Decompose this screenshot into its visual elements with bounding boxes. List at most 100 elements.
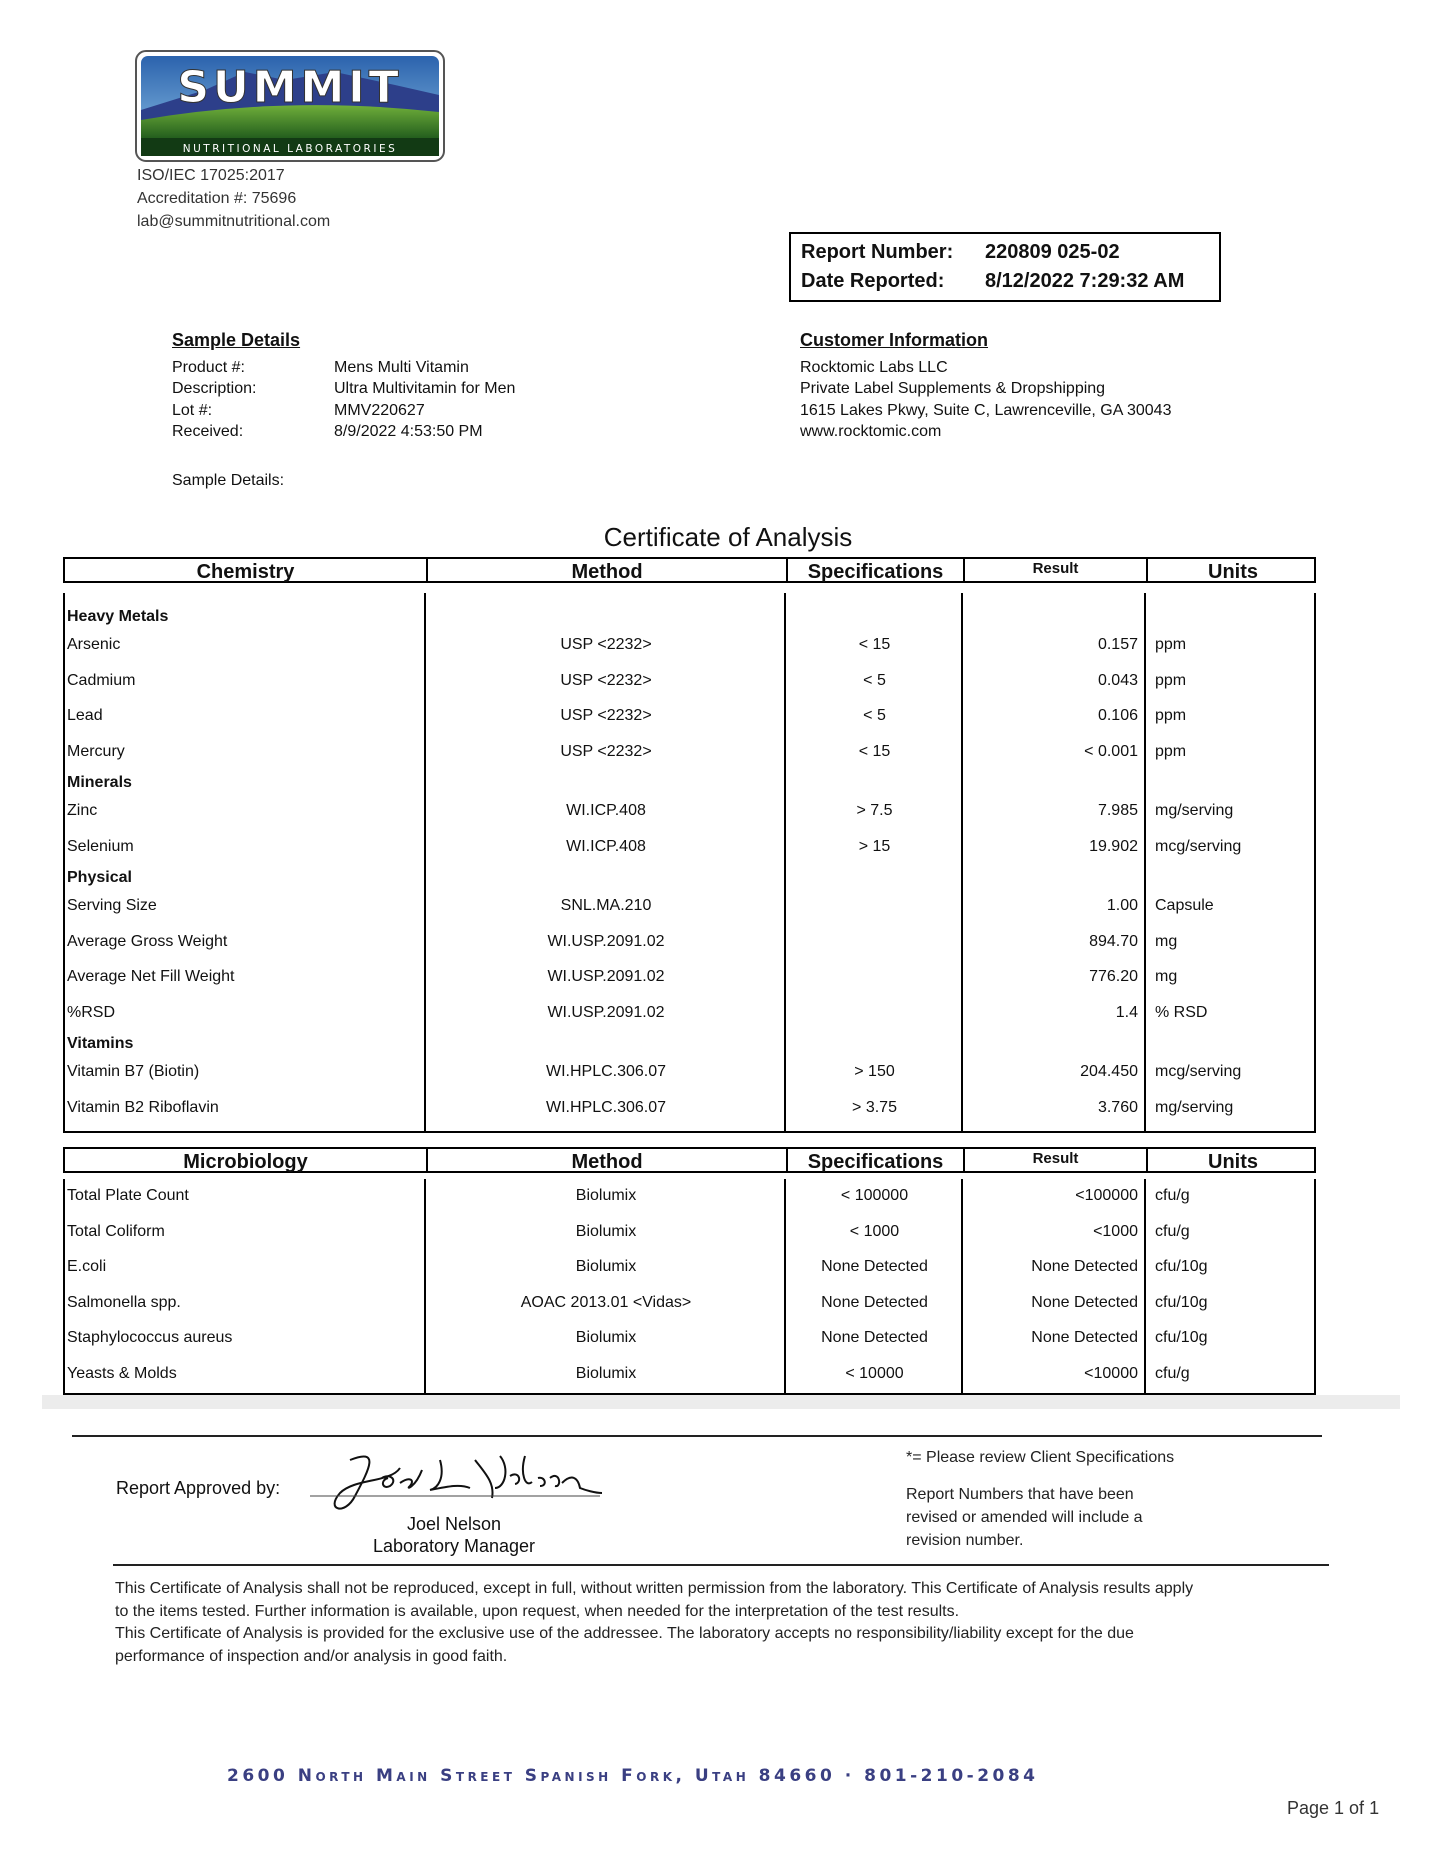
chemistry-table-header: Chemistry Method Specifications Result Units	[63, 557, 1316, 583]
units: mg/serving	[1155, 1098, 1234, 1116]
result: 204.450	[1080, 1063, 1138, 1080]
report-number: 220809 025-02	[985, 241, 1120, 263]
certificate-title: Certificate of Analysis	[603, 522, 853, 552]
result: 0.106	[1097, 707, 1138, 724]
report-info-box: Report Number: 220809 025-02 Date Report…	[789, 232, 1221, 302]
result: None Detected	[1031, 1258, 1138, 1275]
specification: < 15	[858, 742, 891, 760]
table-row: Zinc WI.ICP.408 > 7.5 7.985 mg/serving	[65, 796, 1314, 826]
analyte-name: Mercury	[67, 742, 125, 760]
result: 19.902	[1089, 837, 1138, 855]
column-header: Method	[426, 1149, 786, 1173]
table-row: Total Plate Count Biolumix < 100000 <100…	[65, 1181, 1314, 1211]
column-header: Method	[426, 559, 786, 583]
table-row: Total Coliform Biolumix < 1000 <1000 cfu…	[65, 1217, 1314, 1247]
analyte-name: Arsenic	[67, 636, 121, 653]
revision-note-1: Report Numbers that have been	[906, 1486, 1134, 1503]
method: WI.HPLC.306.07	[545, 1098, 667, 1116]
units: cfu/g	[1155, 1364, 1190, 1382]
lab-email: lab@summitnutritional.com	[137, 213, 331, 230]
method: Biolumix	[575, 1187, 637, 1204]
customer-info-heading: Customer Information	[800, 330, 989, 350]
column-header: Microbiology	[183, 1151, 308, 1173]
chemistry-table-body: Heavy Metals Arsenic USP <2232> < 15 0.1…	[63, 593, 1316, 1133]
units: mg	[1155, 932, 1178, 950]
category-row: Vitamins	[65, 1029, 1314, 1059]
table-row: Salmonella spp. AOAC 2013.01 <Vidas> Non…	[65, 1288, 1314, 1318]
method: Biolumix	[575, 1222, 637, 1240]
sample-field-value: Ultra Multivitamin for Men	[334, 380, 516, 397]
disclaimer-line: This Certificate of Analysis is provided…	[115, 1625, 1134, 1643]
approver-name: Joel Nelson	[406, 1514, 502, 1534]
specification: < 1000	[849, 1222, 900, 1240]
sample-field-label: Product #:	[172, 359, 245, 376]
analyte-name: Total Plate Count	[67, 1187, 189, 1204]
accreditation: Accreditation #: 75696	[137, 190, 297, 207]
result: <1000	[1093, 1222, 1138, 1240]
method: USP <2232>	[560, 636, 652, 653]
disclaimer-line: This Certificate of Analysis shall not b…	[115, 1580, 1194, 1597]
result: 1.4	[1115, 1003, 1138, 1021]
page-number: Page 1 of 1	[1287, 1798, 1380, 1818]
result: 776.20	[1089, 968, 1138, 985]
client-spec-note: *= Please review Client Specifications	[906, 1449, 1175, 1466]
sample-details-heading: Sample Details	[172, 330, 301, 350]
units: cfu/10g	[1155, 1258, 1208, 1275]
category-label: Heavy Metals	[67, 608, 169, 625]
divider	[72, 1435, 1322, 1437]
column-divider	[424, 593, 426, 1131]
customer-line: Private Label Supplements & Dropshipping	[800, 380, 1106, 397]
column-header: Units	[1146, 559, 1318, 583]
specification: > 15	[858, 837, 891, 855]
category-label: Vitamins	[67, 1035, 134, 1052]
table-row: Vitamin B2 Riboflavin WI.HPLC.306.07 > 3…	[65, 1093, 1314, 1123]
table-row: Vitamin B7 (Biotin) WI.HPLC.306.07 > 150…	[65, 1057, 1314, 1087]
method: WI.ICP.408	[566, 837, 646, 855]
date-reported: 8/12/2022 7:29:32 AM	[985, 270, 1185, 292]
category-row: Minerals	[65, 768, 1314, 798]
result: <10000	[1084, 1364, 1138, 1382]
result: 1.00	[1106, 897, 1138, 914]
sample-field-label: Received:	[172, 423, 244, 440]
method: Biolumix	[575, 1258, 637, 1275]
method: USP <2232>	[560, 707, 652, 724]
units: mg	[1155, 968, 1178, 985]
result: None Detected	[1031, 1293, 1138, 1311]
method: WI.USP.2091.02	[547, 932, 665, 950]
report-number-label: Report Number:	[801, 241, 954, 263]
analyte-name: %RSD	[67, 1003, 116, 1021]
units: % RSD	[1155, 1003, 1208, 1021]
result: 894.70	[1089, 932, 1138, 950]
method: Biolumix	[575, 1364, 637, 1382]
analyte-name: Staphylococcus aureus	[67, 1329, 233, 1346]
analyte-name: Vitamin B2 Riboflavin	[67, 1098, 219, 1116]
specification: < 15	[858, 636, 891, 653]
column-header: Chemistry	[196, 561, 295, 583]
sample-field-label: Lot #:	[172, 402, 213, 419]
specification: < 100000	[840, 1187, 909, 1204]
table-row: E.coli Biolumix None Detected None Detec…	[65, 1252, 1314, 1282]
method: WI.USP.2091.02	[547, 968, 665, 985]
approved-by-label: Report Approved by:	[116, 1478, 281, 1498]
column-divider	[961, 1179, 963, 1393]
table-row: Yeasts & Molds Biolumix < 10000 <10000 c…	[65, 1359, 1314, 1389]
disclaimer-line: to the items tested. Further information…	[115, 1602, 960, 1620]
analyte-name: Selenium	[67, 837, 134, 855]
specification: < 5	[863, 707, 886, 724]
column-header: Specifications	[786, 559, 963, 583]
date-reported-label: Date Reported:	[801, 270, 945, 292]
disclaimer: This Certificate of Analysis shall not b…	[115, 1578, 1193, 1668]
microbiology-table-body: Total Plate Count Biolumix < 100000 <100…	[63, 1179, 1316, 1395]
units: mcg/serving	[1155, 837, 1242, 855]
units: ppm	[1155, 671, 1187, 689]
units: ppm	[1155, 636, 1187, 653]
units: ppm	[1155, 742, 1187, 760]
units: ppm	[1155, 707, 1187, 724]
result: 0.157	[1097, 636, 1138, 653]
sample-field-value: Mens Multi Vitamin	[334, 359, 469, 376]
method: WI.ICP.408	[566, 802, 646, 819]
sample-field-value: 8/9/2022 4:53:50 PM	[334, 423, 483, 440]
column-header: Result	[963, 559, 1146, 581]
specification: > 150	[854, 1063, 895, 1080]
customer-line: Rocktomic Labs LLC	[800, 359, 948, 376]
